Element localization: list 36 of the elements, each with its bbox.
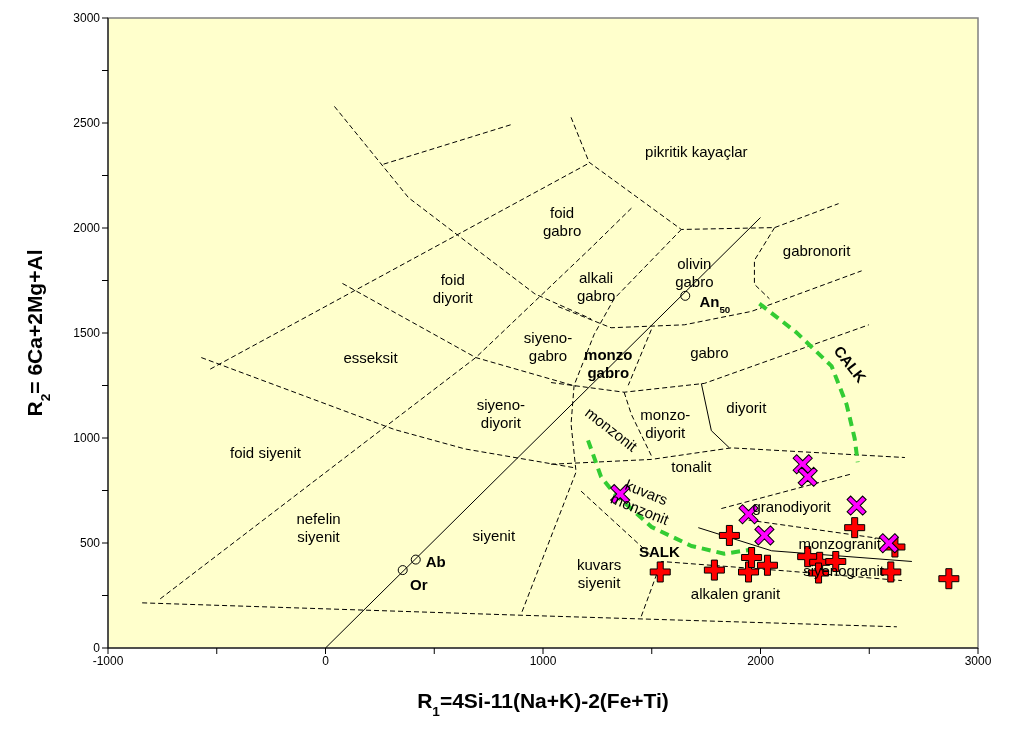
y-tick-label: 1500 bbox=[73, 326, 101, 341]
annotation: esseksit bbox=[343, 349, 399, 367]
y-tick-label: 1000 bbox=[73, 431, 101, 446]
annotation: gabro bbox=[690, 343, 729, 361]
annotation: gabronorit bbox=[782, 241, 852, 259]
annotation: siyeno- gabro bbox=[523, 328, 573, 364]
y-tick-label: 3000 bbox=[73, 11, 101, 26]
annotation: An$_{50}$ bbox=[699, 292, 731, 314]
y-tick-label: 500 bbox=[79, 536, 101, 551]
x-tick-label: 1000 bbox=[529, 653, 557, 668]
annotation: nefelin siyenit bbox=[296, 509, 341, 545]
annotation: Ab bbox=[425, 553, 446, 571]
annotation: siyeno- diyorit bbox=[476, 396, 525, 432]
x-tick-label: 2000 bbox=[747, 653, 775, 668]
annotation: Or bbox=[410, 575, 428, 593]
y-tick-label: 2500 bbox=[73, 116, 101, 131]
annotation: foid gabro bbox=[542, 203, 582, 239]
x-tick-label: 3000 bbox=[964, 653, 992, 668]
annotation: siyenit bbox=[472, 527, 516, 545]
annotation: granodiyorit bbox=[752, 497, 832, 515]
annotation: kuvars siyenit bbox=[577, 555, 622, 591]
annotation: foid diyorit bbox=[432, 271, 474, 307]
annotation: alkalen granit bbox=[690, 585, 781, 603]
annotation: monzo- diyorit bbox=[640, 405, 691, 441]
y-tick-label: 0 bbox=[93, 641, 101, 656]
annotation: SALK bbox=[638, 542, 680, 560]
annotation: diyorit bbox=[726, 399, 768, 417]
annotation: monzogranit bbox=[798, 535, 882, 553]
annotation: tonalit bbox=[671, 458, 713, 476]
annotation: foid siyenit bbox=[230, 443, 302, 461]
annotation: pikritik kayaçlar bbox=[645, 142, 748, 160]
annotation: alkali gabro bbox=[576, 269, 616, 305]
x-tick-label: -1000 bbox=[92, 653, 124, 668]
x-axis-title: R$_{1}$=4Si-11(Na+K)-2(Fe+Ti) bbox=[417, 689, 669, 719]
x-tick-label: 0 bbox=[322, 653, 330, 668]
y-tick-label: 2000 bbox=[73, 221, 101, 236]
